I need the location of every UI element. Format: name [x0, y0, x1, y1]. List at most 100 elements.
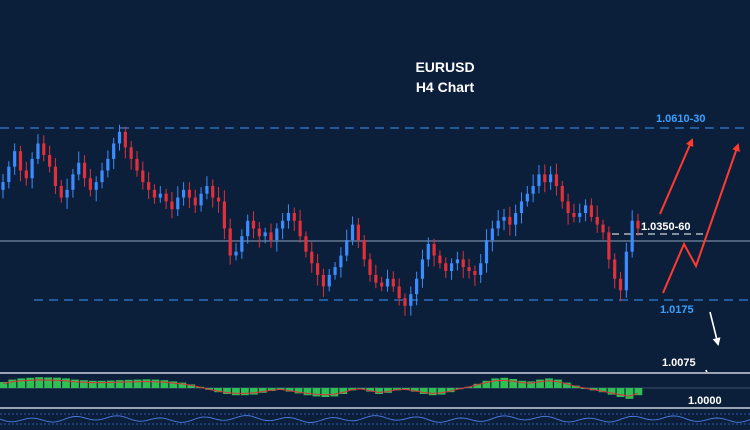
candle-body: [514, 213, 518, 225]
oscillator-bar: [554, 379, 562, 388]
candle-body: [420, 259, 425, 279]
candle-body: [24, 170, 28, 179]
candle-body: [106, 158, 110, 171]
candle-body: [228, 228, 232, 256]
candle-body: [432, 243, 436, 256]
bearish-arrow-1: [709, 311, 721, 346]
chart-title: EURUSD: [415, 59, 474, 75]
candle-body: [205, 185, 209, 194]
oscillator-bar: [545, 378, 553, 388]
candle-body: [211, 185, 215, 198]
candle-body: [461, 259, 465, 268]
oscillator-bar: [79, 380, 88, 388]
oscillator-bar: [616, 388, 625, 397]
candle-body: [502, 216, 506, 221]
oscillator-bar: [8, 379, 17, 388]
oscillator-bar: [71, 379, 79, 388]
candle-body: [508, 216, 512, 225]
candle-body: [310, 251, 314, 264]
oscillator-bar: [124, 379, 133, 388]
candle-body: [385, 278, 390, 287]
chart-subtitle: H4 Chart: [416, 79, 475, 95]
oscillator-bar: [348, 388, 357, 391]
candle-body: [560, 185, 564, 202]
oscillator-panel: [0, 372, 750, 430]
bullish-arrow-secondary: [662, 143, 740, 294]
oscillator-bar: [249, 388, 258, 395]
level-label-target: 1.0075: [662, 357, 696, 369]
oscillator-bar: [339, 388, 348, 394]
oscillator-bar: [151, 379, 160, 388]
candle-body: [362, 240, 366, 260]
candle-body: [554, 174, 559, 186]
oscillator-bar: [106, 380, 115, 388]
candle-body: [315, 263, 320, 275]
candle-body: [181, 189, 186, 198]
candle-body: [327, 274, 331, 287]
candle-body: [356, 224, 360, 241]
oscillator-bar: [35, 377, 44, 388]
candle-body: [170, 201, 174, 210]
candle-body: [53, 166, 58, 186]
candle-body: [426, 243, 430, 260]
candles: [1, 124, 640, 316]
oscillator-bar: [562, 382, 571, 388]
candle-body: [193, 197, 197, 206]
oscillator-bar: [169, 381, 178, 388]
candle-body: [583, 205, 588, 214]
candle-body: [298, 220, 302, 237]
candle-body: [269, 232, 273, 241]
oscillator-bar: [536, 379, 544, 388]
candle-body: [391, 278, 395, 287]
candle-body: [473, 271, 477, 275]
oscillator-bar: [437, 388, 446, 395]
candle-body: [42, 143, 46, 156]
candle-body: [216, 197, 221, 202]
candle-body: [82, 162, 87, 179]
oscillator-bar: [267, 388, 276, 391]
candle-body: [630, 220, 634, 252]
oscillator-bar: [303, 388, 312, 396]
lower-indicator-line: [0, 415, 750, 423]
candle-body: [48, 155, 52, 167]
level-labels: 1.0610-30 1.0350-60 1.0175 1.0075 1.0000: [641, 113, 722, 407]
candle-body: [281, 220, 285, 229]
oscillator-signal-line: [2, 379, 639, 397]
candle-body: [251, 220, 256, 229]
level-label-target: 1.0000: [688, 395, 722, 407]
oscillator-bar: [634, 388, 643, 396]
candle-body: [618, 278, 623, 291]
oscillator-bar: [258, 388, 267, 393]
oscillator-bar: [518, 380, 527, 388]
oscillator-bar: [625, 388, 634, 399]
oscillator-bar: [589, 388, 598, 391]
oscillator-bar: [294, 388, 303, 394]
oscillator-bar: [232, 388, 240, 396]
oscillator-bar: [330, 388, 339, 397]
candle-body: [537, 174, 541, 186]
candle-body: [36, 143, 40, 159]
candle-body: [321, 274, 326, 287]
oscillator-bar: [428, 388, 437, 396]
oscillator-bar: [482, 380, 491, 388]
candle-body: [88, 178, 92, 190]
candle-body: [380, 282, 384, 287]
candle-body: [519, 201, 524, 214]
oscillator-bar: [115, 380, 124, 388]
oscillator-bar: [384, 388, 392, 393]
candle-body: [409, 294, 413, 306]
candle-body: [71, 174, 75, 190]
candle-body: [129, 147, 133, 159]
candle-body: [263, 232, 267, 237]
candle-body: [350, 224, 355, 241]
oscillator-bar: [53, 377, 61, 388]
candle-body: [549, 174, 553, 183]
oscillator-bar: [312, 388, 321, 397]
candle-body: [595, 216, 599, 225]
oscillator-bar: [97, 380, 106, 388]
oscillator-bar: [187, 384, 196, 388]
oscillator-bar: [88, 380, 97, 388]
candle-body: [7, 166, 11, 183]
oscillator-bar: [473, 383, 482, 388]
candle-body: [246, 220, 250, 237]
